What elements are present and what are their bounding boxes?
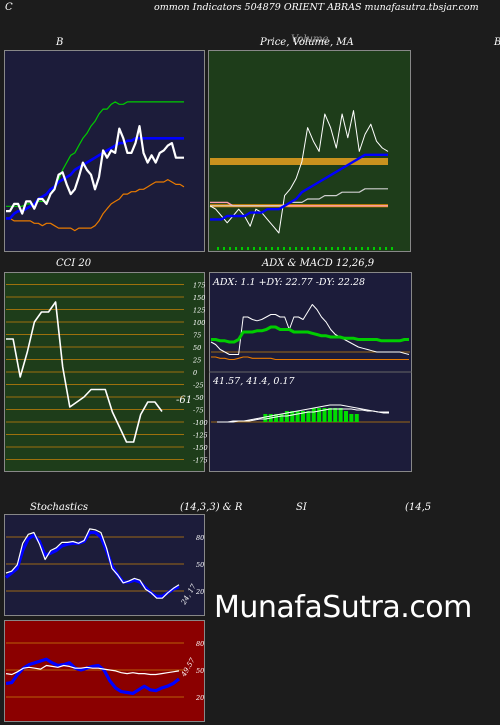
ma-grey-line: [210, 188, 388, 207]
rsi-tick-label: 80: [196, 640, 204, 648]
cci-line: [6, 301, 163, 443]
stoch-tick-label: 80: [196, 534, 204, 542]
macd-histogram-bar: [279, 414, 284, 422]
macd-histogram-bar: [333, 408, 338, 422]
cci-tick-label: 175: [193, 282, 205, 290]
cci-chart: 175 150 125 100 75 50 25 0 -25 -50 -75 -100 -125 -150…: [4, 272, 208, 472]
bb-chart: [4, 50, 205, 252]
macd-histogram-bar: [338, 408, 343, 422]
macd-histogram-bar: [290, 411, 295, 422]
macd-readout: 41.57, 41.4, 0.17: [212, 376, 296, 387]
bb-middle-band-line: [6, 137, 184, 220]
cci-tick-label: 100: [193, 319, 205, 327]
stoch-tick-label: 50: [196, 561, 204, 569]
price-volume-overlap-label: Volume: [291, 34, 329, 45]
rsi-params: (14,5: [405, 502, 432, 513]
cci-tick-label: -175: [193, 457, 208, 465]
cci-tick-label: 150: [193, 294, 205, 302]
rsi-tick-label: 50: [196, 667, 204, 675]
cci-tick-label: -25: [193, 382, 203, 390]
macd-histogram-bar: [306, 411, 311, 422]
adx-readout: ADX: 1.1 +DY: 22.77 -DY: 22.28: [212, 277, 365, 288]
bb-label: B: [56, 37, 64, 48]
price-line: [209, 110, 389, 234]
macd-histogram-bar: [311, 408, 316, 422]
cci-tick-label: 50: [193, 344, 201, 352]
stoch-label: Stochastics: [30, 502, 88, 513]
price-right-letter: B: [494, 37, 500, 48]
cci-label: CCI 20: [56, 258, 92, 269]
cci-tick-label: 25: [192, 357, 201, 365]
macd-histogram-bar: [263, 414, 268, 422]
rsi-label: SI: [296, 502, 307, 513]
adx-macd-chart: ADX: 1.1 +DY: 22.77 -DY: 22.28 41.57, 41…: [209, 272, 412, 472]
cci-tick-label: -100: [193, 419, 208, 427]
adx-minus-dy-line: [210, 304, 410, 355]
price-chart: [208, 50, 411, 252]
cci-tick-label: 125: [193, 307, 205, 315]
macd-histogram-bar: [317, 408, 322, 422]
adx-label: ADX & MACD 12,26,9: [262, 258, 375, 269]
stoch-fast-line: [5, 528, 180, 599]
macd-histogram-bar: [322, 408, 327, 422]
rsi-tick-label: 20: [195, 694, 204, 702]
cci-value-label: -61: [176, 395, 192, 406]
macd-histogram: [263, 408, 359, 422]
macd-histogram-bar: [354, 414, 359, 422]
bb-lower-band-line: [6, 179, 185, 232]
rsi-slow-line: [5, 657, 180, 696]
macd-histogram-bar: [274, 414, 279, 422]
stoch-params: (14,3,3) & R: [180, 502, 243, 513]
adx-plus-dy-line: [211, 356, 409, 361]
stoch-panel-bg: [4, 514, 205, 616]
rsi-fast-line: [5, 664, 180, 676]
cci-tick-label: 75: [193, 332, 201, 340]
macd-histogram-bar: [301, 411, 305, 422]
volume-bars: [217, 247, 393, 250]
page-title: ommon Indicators 504879 ORIENT ABRAS mun…: [154, 2, 479, 13]
macd-histogram-bar: [349, 414, 354, 422]
price-label: Price, Volume, MA: [260, 37, 354, 48]
macd-histogram-bar: [327, 408, 332, 422]
price-panel-bg: [208, 50, 411, 252]
cci-tick-label: -75: [193, 407, 203, 415]
cci-tick-label: -50: [193, 394, 203, 402]
cci-tick-label: 0: [193, 369, 197, 377]
stoch-tick-label: 20: [195, 588, 204, 596]
macd-line: [217, 404, 389, 423]
adx-line: [211, 325, 409, 344]
watermark: MunafaSutra.com: [214, 590, 472, 625]
bb-price-line: [6, 124, 184, 215]
cci-tick-label: -125: [193, 432, 208, 440]
ma-short-line: [210, 153, 388, 221]
ma-band-fill: [210, 158, 388, 165]
macd-histogram-bar: [344, 411, 348, 422]
header-left-letter: C: [5, 2, 13, 13]
macd-histogram-bar: [295, 411, 300, 422]
cci-tick-label: -150: [193, 444, 208, 452]
